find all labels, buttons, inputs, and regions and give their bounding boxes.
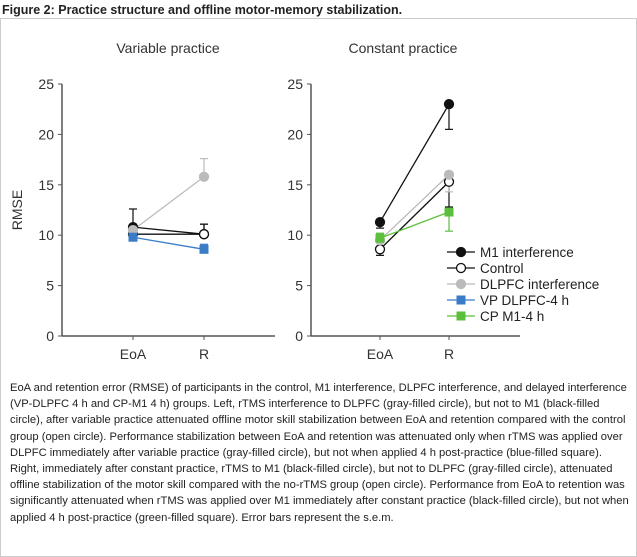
- series-line: [379, 181, 450, 250]
- series-line: [132, 226, 205, 235]
- panel-title: Constant practice: [349, 40, 458, 56]
- legend-label: M1 interference: [480, 245, 574, 260]
- y-tick-label: 10: [38, 227, 54, 243]
- y-tick-label: 25: [287, 76, 303, 92]
- legend-marker: [456, 295, 466, 305]
- y-tick-label: 20: [38, 126, 54, 142]
- data-point: [128, 232, 138, 242]
- panel-title: Variable practice: [116, 40, 219, 56]
- series-line: [379, 211, 450, 239]
- data-point: [444, 207, 454, 217]
- x-tick-label: EoA: [367, 346, 394, 362]
- legend-label: VP DLPFC-4 h: [480, 293, 569, 308]
- legend-marker: [456, 311, 466, 321]
- series-line: [379, 103, 450, 223]
- data-point: [198, 229, 210, 240]
- data-point: [199, 244, 209, 254]
- series-line: [132, 236, 205, 250]
- y-tick-label: 10: [287, 227, 303, 243]
- y-tick-label: 15: [287, 177, 303, 193]
- series-line: [379, 174, 450, 241]
- y-tick-label: 0: [295, 328, 303, 344]
- y-tick-label: 5: [295, 278, 303, 294]
- data-point: [443, 99, 455, 110]
- legend-label: Control: [480, 261, 524, 276]
- data-point: [374, 244, 386, 255]
- y-tick-label: 5: [46, 278, 54, 294]
- y-tick-label: 20: [287, 126, 303, 142]
- legend-marker: [455, 278, 467, 290]
- y-axis-label: RMSE: [9, 190, 25, 230]
- x-tick-label: R: [199, 346, 209, 362]
- y-tick-label: 15: [38, 177, 54, 193]
- figure-caption: EoA and retention error (RMSE) of partic…: [10, 382, 629, 524]
- legend-marker: [455, 262, 467, 274]
- y-tick-label: 0: [46, 328, 54, 344]
- data-point: [443, 169, 455, 180]
- x-tick-label: R: [444, 346, 454, 362]
- figure-title: Figure 2: Practice structure and offline…: [2, 3, 403, 17]
- data-point: [374, 216, 386, 228]
- legend-marker: [455, 246, 467, 258]
- data-point: [198, 171, 210, 182]
- series-line: [132, 176, 205, 231]
- x-tick-label: EoA: [120, 346, 147, 362]
- legend-label: DLPFC interference: [480, 277, 599, 292]
- figure-charts: Variable practice 0 5 10 15 20 25 EoA R RMSE Const…: [9, 40, 599, 362]
- y-tick-label: 25: [38, 76, 54, 92]
- data-point: [375, 233, 385, 243]
- legend-label: CP M1-4 h: [480, 309, 544, 324]
